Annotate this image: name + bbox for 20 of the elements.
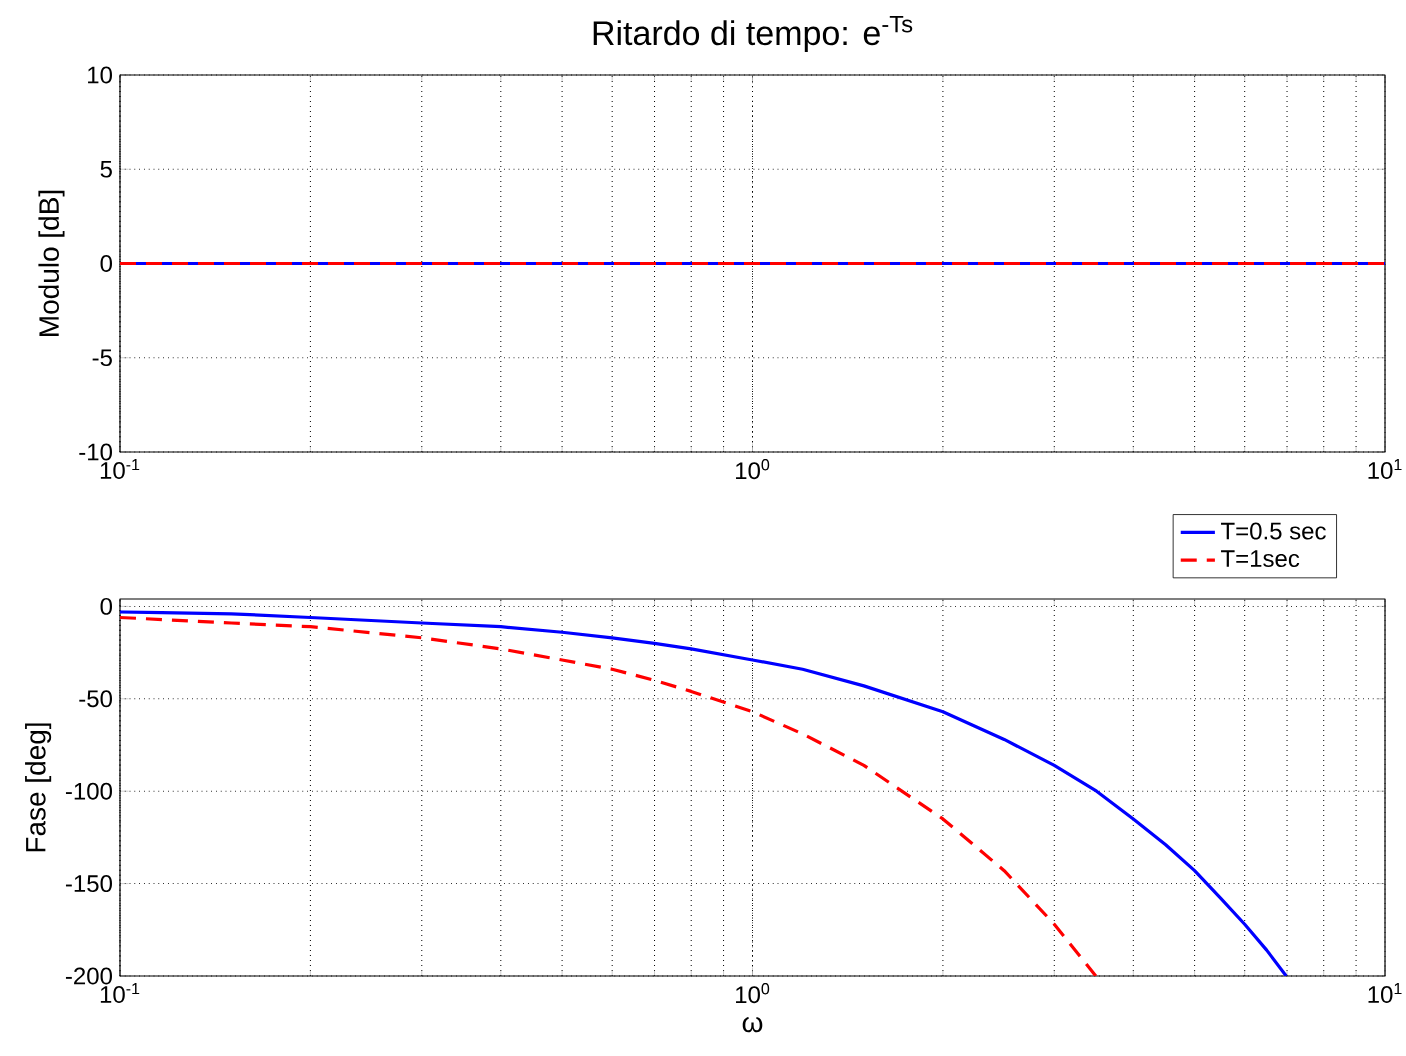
- y-tick-label: -50: [79, 690, 112, 708]
- x-axis-title: ω: [742, 1016, 763, 1033]
- y-tick-label: 10: [88, 66, 112, 84]
- x-tick-label: 10$^{1}$: [1368, 459, 1402, 479]
- y-tick-label: -5: [92, 349, 112, 367]
- legend-label: T=0.5 sec: [1221, 522, 1326, 540]
- x-tick-label: 10$^{1}$: [1368, 983, 1402, 1003]
- y-tick-label: -100: [65, 782, 112, 800]
- y-tick-label: 5: [100, 160, 112, 178]
- x-tick-label: 10$^{0}$: [736, 459, 770, 480]
- x-tick-label: 10$^{0}$: [736, 983, 770, 1004]
- legend-label: T=1sec: [1221, 550, 1300, 568]
- y-tick-label: -150: [65, 875, 112, 893]
- chart-title: Ritardo di tempo: e$^{-Ts}$: [593, 15, 913, 52]
- y-axis-title: Fase [deg]: [25, 723, 52, 852]
- y-tick-label: 0: [100, 255, 112, 272]
- y-tick-label: -10: [79, 443, 112, 461]
- y-axis-title: Modulo [dB]: [38, 190, 65, 336]
- y-tick-label: -200: [65, 967, 112, 985]
- y-tick-label: 0: [100, 597, 112, 615]
